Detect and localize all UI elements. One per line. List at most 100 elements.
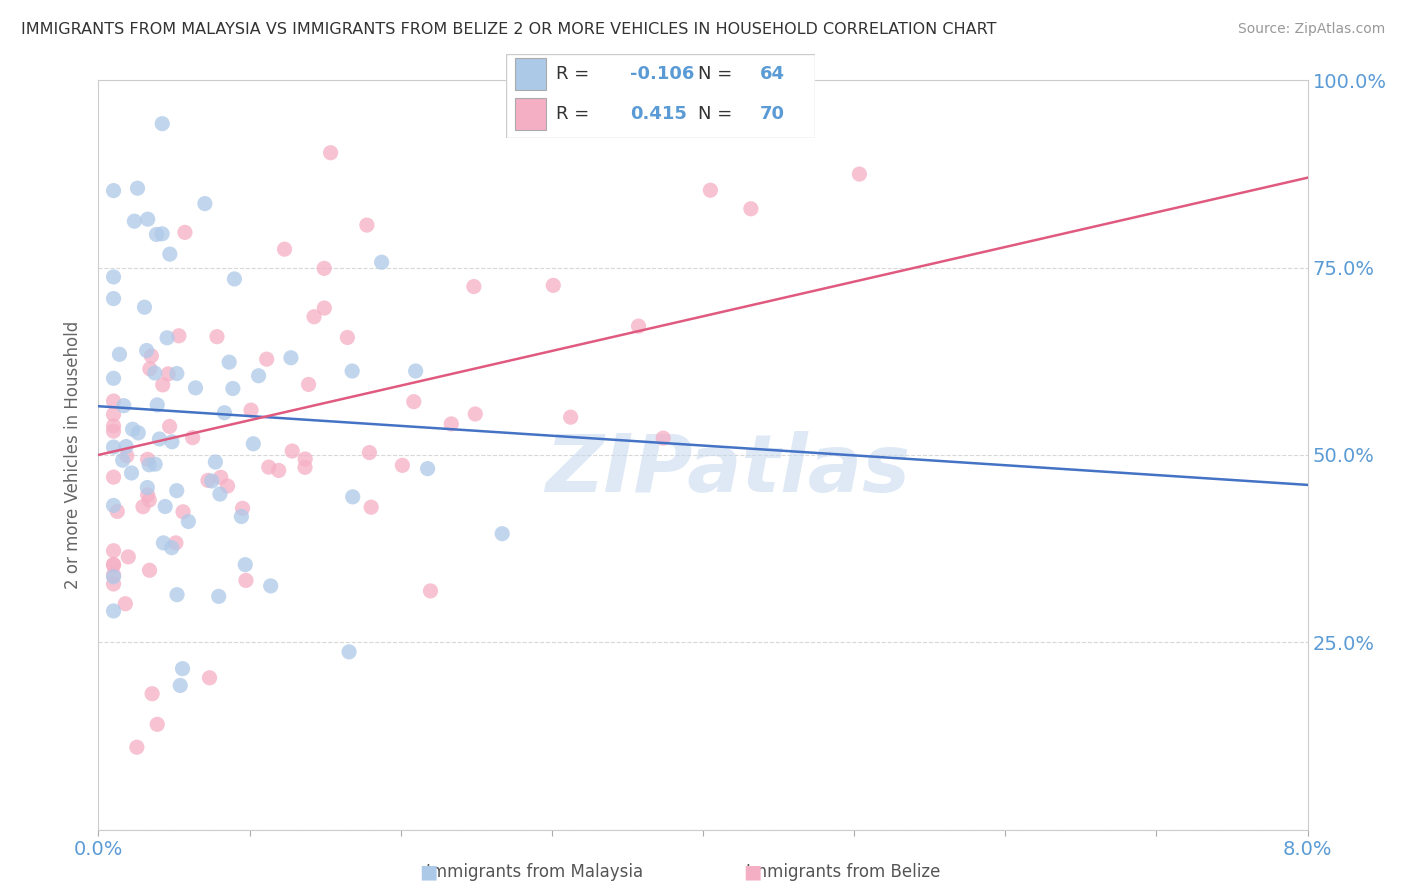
Text: N =: N = — [697, 104, 738, 123]
Point — [127, 425, 149, 440]
Point — [267, 463, 290, 477]
Point — [194, 196, 217, 211]
Text: N =: N = — [697, 65, 738, 83]
Point — [115, 449, 138, 463]
Point — [136, 481, 159, 495]
Point — [166, 588, 188, 602]
Point — [297, 377, 319, 392]
Point — [136, 488, 159, 502]
Point — [233, 558, 256, 572]
Point — [370, 255, 392, 269]
Point — [103, 570, 125, 584]
Point — [337, 645, 360, 659]
Point — [201, 474, 224, 488]
Point — [103, 499, 125, 513]
Point — [280, 351, 302, 365]
Point — [146, 398, 169, 412]
Point — [115, 440, 138, 454]
Point — [281, 444, 304, 458]
FancyBboxPatch shape — [506, 54, 815, 138]
Point — [319, 145, 342, 160]
Point — [627, 319, 650, 334]
Text: ■: ■ — [742, 863, 762, 882]
Point — [124, 214, 146, 228]
Point — [360, 500, 382, 515]
Text: 0.415: 0.415 — [630, 104, 686, 123]
Point — [111, 453, 134, 467]
Point — [148, 432, 170, 446]
Point — [336, 330, 359, 344]
Point — [156, 331, 179, 345]
Point — [141, 687, 163, 701]
Point — [166, 483, 188, 498]
Point — [121, 466, 143, 480]
Point — [103, 394, 125, 409]
Point — [103, 470, 125, 484]
Text: Source: ZipAtlas.com: Source: ZipAtlas.com — [1237, 22, 1385, 37]
Point — [103, 543, 125, 558]
Point — [112, 399, 135, 413]
Point — [342, 490, 364, 504]
Point — [160, 434, 183, 449]
Text: Immigrants from Belize: Immigrants from Belize — [747, 863, 941, 881]
Point — [103, 269, 125, 284]
Point — [160, 541, 183, 555]
Point — [208, 590, 231, 604]
Point — [256, 352, 278, 367]
Point — [174, 226, 197, 240]
Point — [169, 678, 191, 692]
Point — [153, 500, 176, 514]
Point — [166, 367, 188, 381]
Point — [165, 536, 187, 550]
Point — [218, 355, 240, 369]
Point — [172, 662, 194, 676]
Text: 70: 70 — [759, 104, 785, 123]
Point — [205, 329, 228, 343]
Point — [145, 227, 167, 242]
Point — [391, 458, 413, 473]
Point — [273, 242, 295, 256]
Point — [103, 419, 125, 434]
Point — [197, 474, 219, 488]
Y-axis label: 2 or more Vehicles in Household: 2 or more Vehicles in Household — [65, 321, 83, 589]
Point — [121, 422, 143, 436]
Point — [114, 597, 136, 611]
Point — [247, 368, 270, 383]
Point — [103, 292, 125, 306]
Point — [235, 574, 257, 588]
Bar — [516, 58, 547, 90]
Point — [103, 558, 125, 572]
Point — [103, 567, 125, 582]
Point — [143, 457, 166, 471]
Point — [150, 227, 173, 241]
Point — [560, 410, 582, 425]
Point — [108, 347, 131, 361]
Point — [314, 301, 336, 315]
Point — [117, 549, 139, 564]
Point — [214, 406, 236, 420]
Point — [136, 212, 159, 227]
Point — [224, 272, 246, 286]
Point — [132, 500, 155, 514]
Point — [141, 349, 163, 363]
Point — [208, 487, 231, 501]
Point — [240, 403, 263, 417]
Point — [125, 740, 148, 755]
Point — [103, 371, 125, 385]
Point — [181, 431, 204, 445]
Point — [105, 504, 128, 518]
Point — [138, 493, 160, 508]
Point — [103, 440, 125, 454]
Text: -0.106: -0.106 — [630, 65, 695, 83]
Point — [209, 470, 232, 484]
Point — [103, 408, 125, 422]
Point — [150, 117, 173, 131]
Point — [260, 579, 283, 593]
Point — [134, 300, 156, 314]
Point — [103, 577, 125, 591]
Point — [294, 452, 316, 467]
Point — [699, 183, 721, 197]
Text: Immigrants from Malaysia: Immigrants from Malaysia — [426, 863, 643, 881]
Point — [138, 563, 160, 577]
Point — [152, 536, 174, 550]
